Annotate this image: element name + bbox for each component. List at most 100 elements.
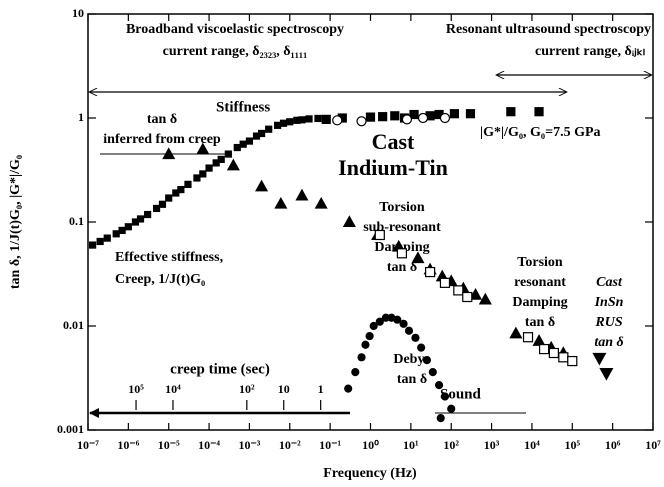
marker — [136, 215, 145, 223]
x-tick-label: 10¹ — [403, 438, 419, 452]
annotation: current range, δᵢⱼₖₗ — [535, 44, 645, 59]
annotation: InSn — [594, 295, 624, 310]
marker — [567, 355, 578, 367]
marker — [399, 319, 408, 328]
marker — [103, 234, 111, 242]
marker — [436, 414, 445, 423]
marker — [193, 174, 201, 182]
x-tick-label: 10⁷ — [645, 438, 661, 452]
marker — [411, 251, 425, 264]
marker — [118, 226, 126, 235]
x-tick-label: 10⁴ — [524, 438, 540, 452]
y-tick-label: 10 — [72, 6, 84, 20]
marker — [257, 129, 266, 138]
y-tick-label: 0.01 — [63, 318, 84, 332]
annotation: Torsion — [517, 255, 563, 270]
marker — [509, 326, 523, 339]
marker — [453, 285, 464, 296]
marker — [205, 164, 213, 172]
annotation: Creep, 1/J(t)G₀ — [115, 272, 205, 287]
creep-tick-label: 1 — [318, 382, 324, 396]
marker — [434, 381, 444, 390]
marker — [422, 356, 432, 365]
marker — [378, 112, 388, 122]
y-axis-label: tan δ, 1/J(t)G₀, |G*|/G₀ — [8, 155, 23, 289]
marker — [599, 368, 614, 381]
creep-tick-label: 10² — [239, 382, 255, 396]
marker — [177, 185, 185, 194]
marker — [390, 111, 400, 121]
annotation: Cast — [596, 275, 623, 290]
marker — [158, 200, 167, 208]
x-tick-label: 10⁶ — [605, 438, 621, 452]
marker — [305, 115, 313, 123]
x-tick-label: 10² — [443, 438, 459, 452]
marker — [314, 114, 322, 123]
annotation: Effective stiffness, — [115, 250, 223, 265]
annotation: Broadband viscoelastic spectroscopy — [126, 22, 344, 37]
marker — [286, 118, 294, 126]
annotation: |G*|/G₀, G₀=7.5 GPa — [480, 125, 601, 140]
marker — [344, 384, 353, 393]
marker — [196, 142, 210, 155]
annotation: RUS — [594, 315, 622, 330]
marker — [245, 137, 254, 145]
annotation: tan δ — [387, 260, 417, 275]
annotation: Debye — [393, 352, 430, 367]
marker — [409, 109, 419, 120]
marker — [439, 277, 451, 288]
marker — [375, 317, 384, 326]
marker — [440, 392, 450, 401]
marker — [279, 119, 288, 127]
marker — [255, 179, 269, 192]
marker — [592, 352, 607, 366]
marker — [393, 315, 402, 324]
marker — [233, 143, 241, 152]
x-tick-label: 10⁻⁷ — [77, 438, 99, 452]
marker — [417, 343, 426, 352]
annotation: Sound — [440, 386, 482, 402]
marker — [224, 150, 232, 158]
creep-tick-label: 10⁴ — [165, 382, 181, 396]
marker — [274, 121, 282, 129]
marker — [468, 287, 483, 300]
x-axis-label: Frequency (Hz) — [323, 466, 417, 481]
annotation: Cast — [372, 129, 415, 154]
y-tick-label: 0.001 — [57, 422, 84, 436]
marker — [548, 347, 559, 359]
marker — [538, 343, 550, 355]
annotation: resonant — [514, 275, 566, 290]
marker — [462, 291, 473, 303]
x-tick-label: 10⁻² — [279, 438, 301, 452]
annotation: inferred from creep — [103, 132, 221, 147]
annotation: Indium-Tin — [338, 155, 448, 180]
x-tick-label: 10⁰ — [362, 438, 379, 452]
x-tick-label: 10⁻⁴ — [198, 438, 220, 452]
marker — [298, 116, 306, 124]
marker — [357, 353, 366, 362]
marker — [411, 333, 420, 342]
marker — [332, 115, 343, 126]
marker — [124, 223, 132, 231]
marker — [522, 332, 534, 343]
marker — [365, 112, 376, 122]
marker — [534, 107, 544, 117]
marker — [144, 210, 152, 219]
x-tick-label: 10⁻⁶ — [117, 438, 139, 452]
marker — [314, 196, 328, 209]
marker — [162, 147, 176, 160]
marker — [439, 112, 451, 124]
marker — [184, 180, 192, 188]
marker — [265, 125, 273, 133]
annotation: tan δ — [397, 372, 427, 387]
x-tick-label: 10⁵ — [564, 438, 580, 452]
marker — [558, 352, 569, 363]
creep-tick-label: 10⁵ — [128, 382, 144, 396]
marker — [361, 340, 370, 349]
marker — [295, 188, 309, 201]
x-tick-label: 10⁻¹ — [319, 438, 341, 452]
creep-axis-label: creep time (sec) — [170, 361, 270, 377]
marker — [321, 114, 331, 124]
marker — [356, 116, 367, 127]
